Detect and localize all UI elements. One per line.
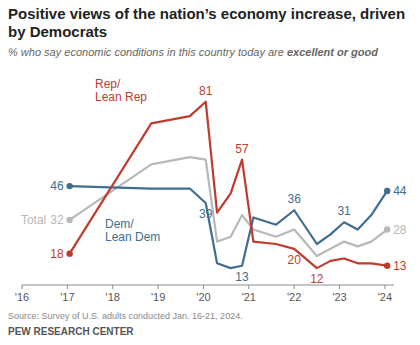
- series-name: Rep/Lean Rep: [95, 77, 147, 104]
- data-label: 13: [235, 270, 249, 284]
- data-label: 18: [50, 247, 64, 261]
- marker: [384, 263, 390, 269]
- marker: [384, 226, 390, 232]
- x-tick-label: '16: [15, 291, 29, 303]
- x-tick-label: '22: [287, 291, 301, 303]
- source: Source: Survey of U.S. adults conducted …: [8, 311, 243, 321]
- data-label: 28: [393, 223, 407, 237]
- series-name: Total: [21, 213, 46, 227]
- x-tick-label: '20: [196, 291, 210, 303]
- x-tick-label: '18: [106, 291, 120, 303]
- x-tick-label: '24: [378, 291, 392, 303]
- data-label: 57: [235, 142, 249, 156]
- x-tick: [112, 285, 113, 289]
- data-label: 36: [288, 192, 302, 206]
- marker: [384, 188, 390, 194]
- data-label: 12: [310, 272, 324, 286]
- data-label: 39: [199, 207, 213, 221]
- data-label: 44: [393, 184, 407, 198]
- series-line: [70, 157, 388, 256]
- marker: [66, 217, 72, 223]
- data-label: 13: [393, 259, 407, 273]
- x-axis-line: [22, 285, 394, 286]
- data-label: 20: [288, 253, 302, 267]
- plot-area: [66, 102, 390, 269]
- x-tick-label: '19: [151, 291, 165, 303]
- data-label: 32: [50, 213, 64, 227]
- marker: [66, 250, 72, 256]
- credit: PEW RESEARCH CENTER: [8, 326, 134, 337]
- x-tick: [67, 285, 68, 289]
- x-tick-label: '17: [60, 291, 74, 303]
- x-tick: [248, 285, 249, 289]
- x-tick: [384, 285, 385, 289]
- title: by Democrats: [8, 23, 107, 40]
- x-tick: [158, 285, 159, 289]
- x-tick: [22, 285, 23, 289]
- chart: Positive views of the nation’s economy i…: [0, 0, 420, 345]
- data-label: 81: [199, 84, 213, 98]
- x-tick-label: '23: [332, 291, 346, 303]
- data-label: 31: [337, 204, 351, 218]
- series-name: Dem/Lean Dem: [105, 217, 160, 244]
- subtitle: % who say economic conditions in this co…: [8, 46, 378, 58]
- x-tick: [203, 285, 204, 289]
- x-tick-label: '21: [242, 291, 256, 303]
- marker: [66, 183, 72, 189]
- data-label: 46: [50, 179, 64, 193]
- x-tick: [294, 285, 295, 289]
- labels: 32 Total 28 46 39 13 36 31 44 Dem/Lean Dem 18 81 57 2…: [21, 77, 407, 286]
- title: Positive views of the nation’s economy i…: [8, 5, 405, 22]
- x-tick: [339, 285, 340, 289]
- series-line: [70, 102, 388, 268]
